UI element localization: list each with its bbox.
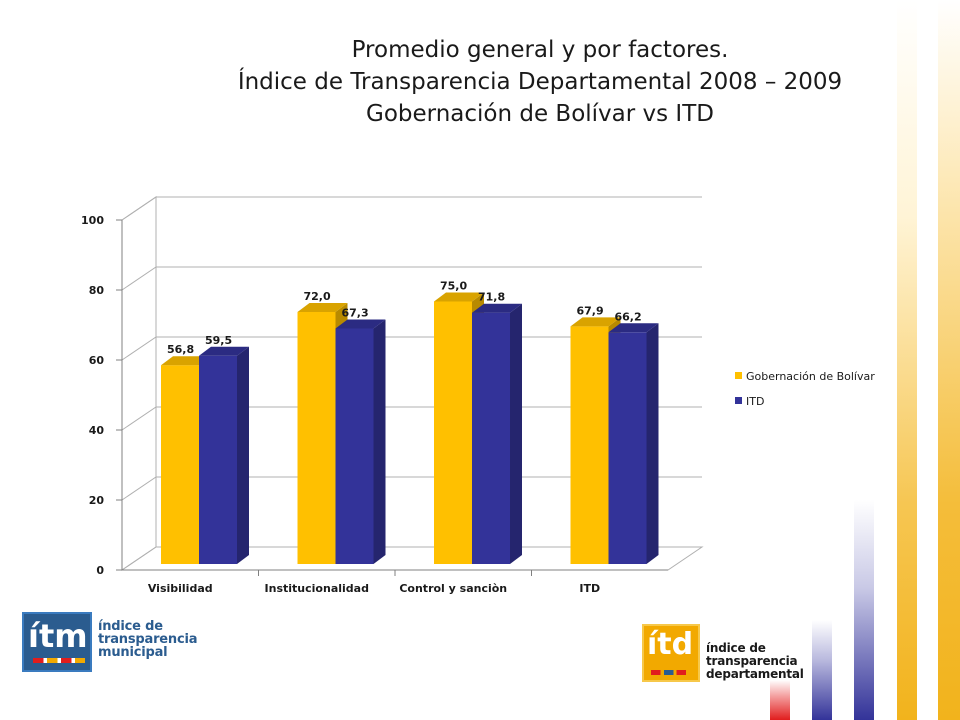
itm-logo-mark: ítm — [22, 612, 92, 672]
y-tick-label: 80 — [89, 284, 105, 297]
decor-strip-blue-1 — [854, 500, 874, 720]
legend-swatch — [735, 372, 742, 379]
itm-logo: ítm índice de transparencia municipal — [22, 612, 202, 674]
bar-gobernacion — [434, 292, 484, 564]
legend-swatch — [735, 397, 742, 404]
data-label: 71,8 — [478, 291, 505, 304]
y-tick-label: 40 — [89, 424, 105, 437]
y-gridline — [121, 266, 702, 291]
data-label: 56,8 — [167, 343, 194, 356]
y-tick-label: 0 — [96, 564, 104, 577]
bar-itd — [199, 346, 249, 564]
y-gridline — [121, 196, 702, 221]
data-label: 67,9 — [577, 304, 604, 317]
x-tick-label: ITD — [579, 582, 600, 595]
y-tick-label: 20 — [89, 494, 105, 507]
itd-logo: ítd índice de transparencia departamenta… — [642, 624, 804, 684]
chart-side-wall — [121, 196, 157, 571]
decor-strip-blue-2 — [812, 620, 832, 720]
bar-itd — [472, 303, 522, 564]
data-label: 66,2 — [615, 310, 642, 323]
data-label: 75,0 — [440, 280, 467, 293]
title-line-3: Gobernación de Bolívar vs ITD — [366, 101, 714, 127]
data-label: 72,0 — [304, 290, 331, 303]
y-tick-label: 60 — [89, 354, 105, 367]
title-line-1: Promedio general y por factores. — [351, 37, 729, 63]
x-tick-label: Institucionalidad — [265, 582, 369, 595]
y-tick-label: 100 — [81, 214, 104, 227]
x-tick-label: Visibilidad — [148, 582, 213, 595]
bar-itd — [608, 323, 659, 564]
data-label: 67,3 — [342, 306, 369, 319]
decor-strip-gold-1 — [897, 0, 917, 720]
chart-title: Promedio general y por factores. Índice … — [190, 34, 890, 130]
decor-strip-gold-2 — [938, 0, 960, 720]
x-tick-label: Control y sanciòn — [399, 582, 507, 595]
itd-logo-mark: ítd — [642, 624, 700, 682]
title-line-2: Índice de Transparencia Departamental 20… — [237, 69, 843, 95]
data-label: 59,5 — [205, 334, 232, 347]
decor-strip-red — [770, 680, 790, 720]
legend-label: Gobernación de Bolívar — [746, 370, 875, 383]
bar-itd — [335, 319, 386, 564]
legend-label: ITD — [746, 395, 764, 408]
